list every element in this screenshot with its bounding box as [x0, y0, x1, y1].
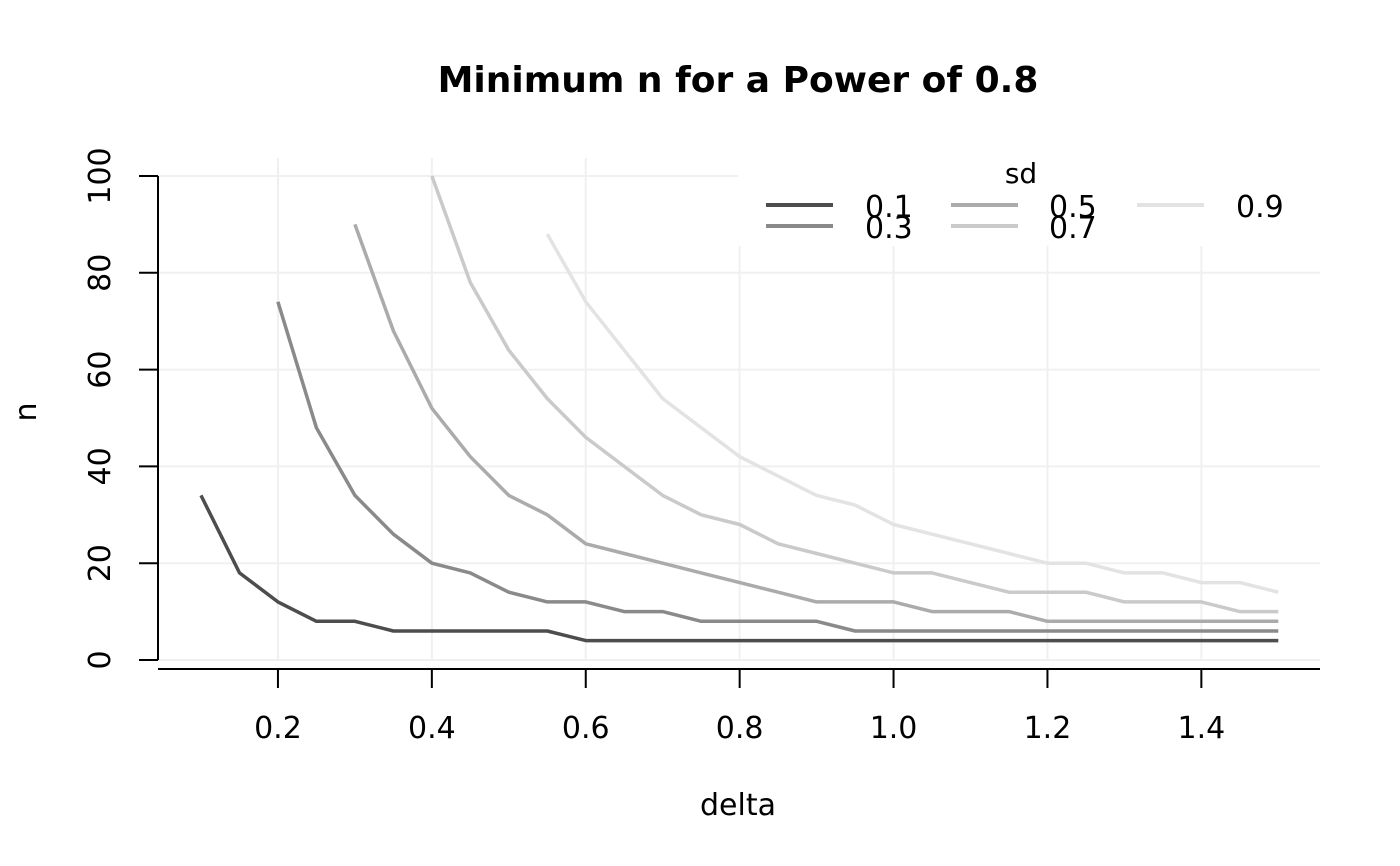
series-line-sd-0-9	[545, 233, 1279, 594]
legend-item-sd-0-7: 0.7	[951, 211, 1097, 246]
series-line-sd-0-1	[199, 494, 1279, 643]
legend-item-sd-0-5: 0.5	[951, 190, 1097, 225]
y-tick-label: 60	[83, 351, 118, 389]
x-tick-label: 1.4	[1177, 711, 1225, 746]
legend-label: 0.9	[1236, 190, 1284, 225]
legend-label: 0.3	[865, 211, 913, 246]
series-layer	[199, 175, 1279, 643]
chart-title: Minimum n for a Power of 0.8	[438, 60, 1039, 101]
x-tick-label: 0.8	[716, 711, 764, 746]
legend-label: 0.1	[865, 190, 913, 225]
series-line-sd-0-7	[430, 175, 1279, 614]
legend: sd 0.10.3 0.50.7 0.9	[738, 157, 1320, 246]
y-tick-label: 20	[83, 544, 118, 582]
series-line-sd-0-5	[353, 223, 1279, 624]
x-tick-label: 0.6	[562, 711, 610, 746]
x-axis-label: delta	[700, 788, 776, 823]
y-tick-label: 0	[83, 650, 118, 669]
legend-background	[738, 158, 1320, 246]
legend-item-sd-0-1: 0.1	[766, 190, 913, 225]
x-tick-label: 0.4	[408, 711, 456, 746]
y-tick-label: 80	[83, 254, 118, 292]
legend-title: sd	[1005, 157, 1037, 190]
x-tick-label: 0.2	[254, 711, 302, 746]
x-tick-label: 1.0	[870, 711, 918, 746]
x-tick-label: 1.2	[1024, 711, 1072, 746]
y-tick-label: 100	[83, 147, 118, 204]
y-axis-label: n	[9, 402, 44, 421]
series-line-sd-0-3	[276, 301, 1279, 633]
y-tick-label: 40	[83, 447, 118, 485]
legend-label: 0.5	[1049, 190, 1097, 225]
legend-item-sd-0-9: 0.9	[1137, 190, 1284, 225]
axes: 0.2 0.4 0.6 0.8 1.0 1.2 1.4 0 20 40 60 80 100	[83, 147, 1320, 746]
legend-label: 0.7	[1049, 211, 1097, 246]
legend-item-sd-0-3: 0.3	[766, 211, 913, 246]
